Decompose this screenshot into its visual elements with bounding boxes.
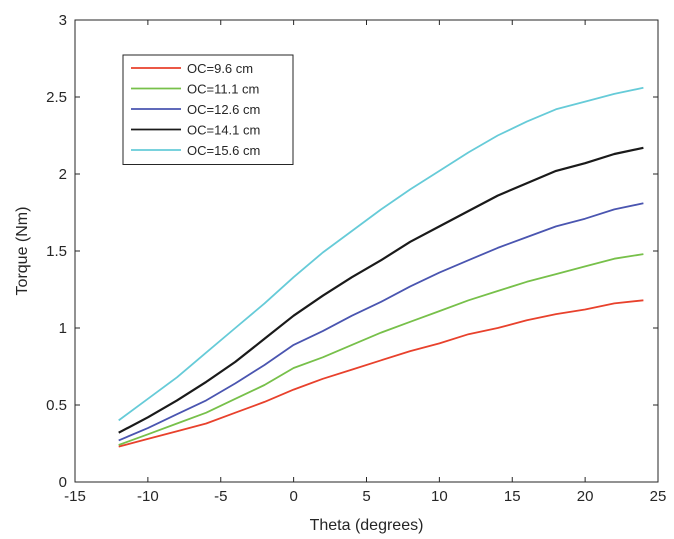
x-tick-label: -10: [137, 488, 159, 505]
series-line: [118, 202, 644, 442]
x-tick-label: 0: [289, 488, 297, 505]
x-tick-label: 25: [650, 488, 667, 505]
x-tick-label: 20: [577, 488, 594, 505]
y-tick-label: 2.5: [46, 89, 67, 106]
series-line: [118, 299, 644, 448]
series-lines: [118, 86, 644, 448]
series-line: [118, 253, 644, 446]
legend: OC=9.6 cm OC=11.1 cm OC=12.6 cm OC=14.1 cm O…: [122, 54, 294, 165]
axis-ticks: -15 -10 -5 0 5 10 15 20 25 0 0.5 1 1.5 2 2.5 3: [46, 12, 666, 505]
legend-label: OC=14.1 cm: [187, 123, 260, 138]
y-tick-label: 0.5: [46, 397, 67, 414]
y-tick-label: 1.5: [46, 243, 67, 260]
y-tick-label: 3: [59, 12, 67, 29]
x-tick-label: -5: [214, 488, 227, 505]
legend-label: OC=15.6 cm: [187, 143, 260, 158]
x-tick-label: 15: [504, 488, 521, 505]
x-tick-label: 5: [362, 488, 370, 505]
y-axis-label: Torque (Nm): [14, 207, 31, 296]
legend-label: OC=12.6 cm: [187, 102, 260, 117]
legend-label: OC=9.6 cm: [187, 61, 253, 76]
series-line: [118, 146, 644, 434]
y-tick-label: 0: [59, 474, 67, 491]
y-tick-label: 1: [59, 320, 67, 337]
series-line: [118, 86, 644, 422]
x-tick-label: -15: [64, 488, 86, 505]
x-axis-label: Theta (degrees): [310, 517, 424, 534]
x-tick-label: 10: [431, 488, 448, 505]
legend-label: OC=11.1 cm: [187, 82, 259, 97]
y-tick-label: 2: [59, 166, 67, 183]
